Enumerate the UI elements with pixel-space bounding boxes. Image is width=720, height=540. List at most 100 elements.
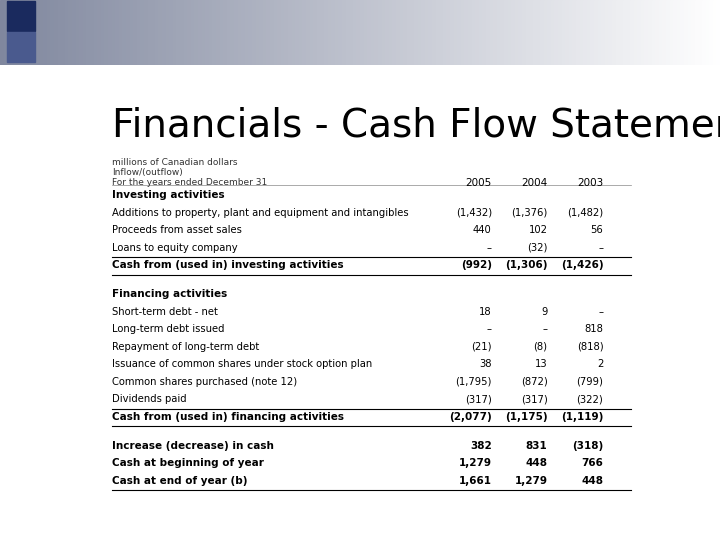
Bar — [536, 0, 540, 65]
Bar — [166, 0, 169, 65]
Bar — [572, 0, 576, 65]
Bar — [176, 0, 180, 65]
Bar — [320, 0, 324, 65]
Bar — [7, 32, 35, 62]
Bar — [122, 0, 126, 65]
Bar — [662, 0, 666, 65]
Bar — [673, 0, 677, 65]
Bar — [576, 0, 580, 65]
Text: Issuance of common shares under stock option plan: Issuance of common shares under stock op… — [112, 359, 372, 369]
Bar — [335, 0, 338, 65]
Bar — [616, 0, 619, 65]
Bar — [619, 0, 623, 65]
Text: –: – — [598, 243, 603, 253]
Bar — [65, 0, 68, 65]
Bar — [695, 0, 698, 65]
Bar — [461, 0, 464, 65]
Text: 382: 382 — [470, 441, 492, 451]
Bar — [562, 0, 565, 65]
Bar — [151, 0, 155, 65]
Bar — [230, 0, 234, 65]
Bar — [432, 0, 436, 65]
Text: 2: 2 — [597, 359, 603, 369]
Bar — [238, 0, 241, 65]
Bar — [540, 0, 544, 65]
Bar — [4, 0, 7, 65]
Bar — [0, 0, 4, 65]
Bar — [374, 0, 378, 65]
Bar — [587, 0, 590, 65]
Bar — [241, 0, 245, 65]
Bar — [126, 0, 130, 65]
Bar — [644, 0, 648, 65]
Bar — [266, 0, 270, 65]
Bar — [360, 0, 364, 65]
Text: 831: 831 — [526, 441, 547, 451]
Bar — [698, 0, 702, 65]
Bar — [371, 0, 374, 65]
Bar — [180, 0, 184, 65]
Text: Investing activities: Investing activities — [112, 191, 225, 200]
Bar — [284, 0, 288, 65]
Bar — [137, 0, 140, 65]
Bar — [259, 0, 263, 65]
Bar — [32, 0, 36, 65]
Bar — [25, 0, 29, 65]
Bar — [482, 0, 486, 65]
Bar — [547, 0, 551, 65]
Bar — [83, 0, 86, 65]
Bar — [281, 0, 284, 65]
Bar — [522, 0, 526, 65]
Text: Loans to equity company: Loans to equity company — [112, 243, 238, 253]
Bar — [263, 0, 266, 65]
Bar — [40, 0, 43, 65]
Text: 38: 38 — [480, 359, 492, 369]
Text: Financing activities: Financing activities — [112, 289, 228, 299]
Bar — [410, 0, 414, 65]
Text: Proceeds from asset sales: Proceeds from asset sales — [112, 225, 242, 235]
Bar — [50, 0, 54, 65]
Bar — [580, 0, 583, 65]
Bar — [659, 0, 662, 65]
Bar — [104, 0, 108, 65]
Bar — [497, 0, 500, 65]
Bar — [209, 0, 212, 65]
Text: Cash from (used in) investing activities: Cash from (used in) investing activities — [112, 260, 344, 270]
Text: For the years ended December 31: For the years ended December 31 — [112, 178, 268, 187]
Bar — [526, 0, 529, 65]
Bar — [490, 0, 493, 65]
Text: (317): (317) — [521, 394, 547, 404]
Bar — [364, 0, 367, 65]
Text: (2,077): (2,077) — [449, 411, 492, 422]
Bar — [637, 0, 641, 65]
Bar — [457, 0, 461, 65]
Bar — [500, 0, 504, 65]
Text: Common shares purchased (note 12): Common shares purchased (note 12) — [112, 377, 297, 387]
Text: (818): (818) — [577, 342, 603, 352]
Bar — [223, 0, 227, 65]
Bar — [716, 0, 720, 65]
Bar — [191, 0, 194, 65]
Bar — [684, 0, 688, 65]
Bar — [270, 0, 274, 65]
Bar — [36, 0, 40, 65]
Text: 448: 448 — [581, 476, 603, 485]
Bar — [292, 0, 295, 65]
Text: Increase (decrease) in cash: Increase (decrease) in cash — [112, 441, 274, 451]
Text: 1,279: 1,279 — [459, 458, 492, 468]
Bar — [11, 0, 14, 65]
Bar — [518, 0, 522, 65]
Bar — [450, 0, 454, 65]
Text: –: – — [598, 307, 603, 317]
Bar — [227, 0, 230, 65]
Text: Dividends paid: Dividends paid — [112, 394, 187, 404]
Bar — [436, 0, 439, 65]
Bar — [68, 0, 72, 65]
Bar — [508, 0, 511, 65]
Bar — [428, 0, 432, 65]
Bar — [130, 0, 133, 65]
Bar — [677, 0, 680, 65]
Text: 56: 56 — [590, 225, 603, 235]
Bar — [392, 0, 396, 65]
Bar — [407, 0, 410, 65]
